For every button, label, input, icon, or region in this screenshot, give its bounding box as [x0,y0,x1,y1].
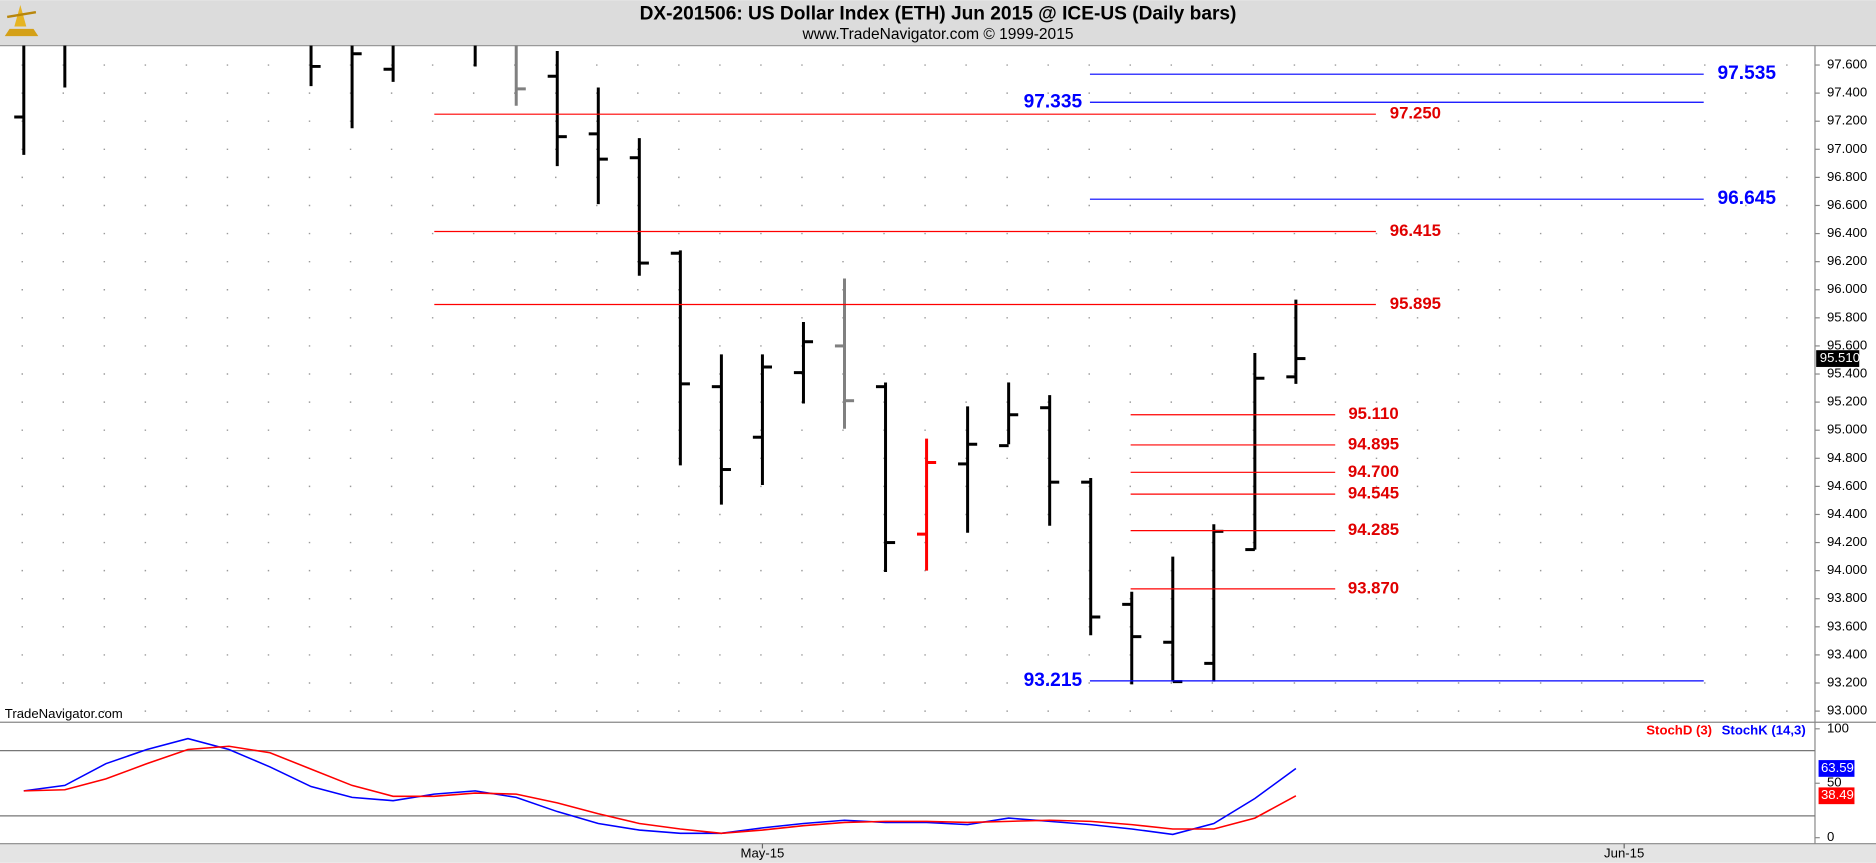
legend-entry: StochK (14,3) [1722,723,1806,738]
level-label: 94.700 [1348,462,1399,481]
y-tick-label: 95.800 [1827,309,1867,324]
y-tick-label: 96.800 [1827,169,1867,184]
date-axis-background [0,843,1876,863]
x-tick-label: May-15 [740,845,784,860]
level-label: 97.535 [1718,63,1777,84]
y-tick-label: 95.000 [1827,422,1867,437]
y-tick-label: 95.600 [1827,337,1867,352]
y-tick-label: 94.000 [1827,562,1867,577]
y-tick-label: 93.400 [1827,646,1867,661]
y-tick-label: 94.400 [1827,506,1867,521]
level-label: 97.335 [1024,91,1083,112]
y-tick-label: 0 [1827,829,1834,844]
level-label: 94.545 [1348,484,1399,503]
y-tick-label: 50 [1827,775,1842,790]
level-label: 96.415 [1390,221,1441,240]
last-price-box [1816,350,1860,367]
y-tick-label: 97.400 [1827,85,1867,100]
x-tick-label: Jun-15 [1604,845,1644,860]
y-tick-label: 94.600 [1827,478,1867,493]
stoch-plot [0,737,1815,836]
level-label: 93.870 [1348,578,1399,597]
chart-subtitle: www.TradeNavigator.com © 1999-2015 [802,26,1074,43]
value-box [1818,787,1855,805]
y-tick-label: 93.800 [1827,590,1867,605]
overlay: 93.000 93.200 93.400 93.600 93.800 94.000 94.2… [434,57,1867,860]
value-box [1818,760,1855,777]
y-tick-label: 95.200 [1827,394,1867,409]
y-tick-label: 93.200 [1827,674,1867,689]
y-tick-label: 96.200 [1827,253,1867,268]
y-tick-label: 94.200 [1827,534,1867,549]
legend-entry: StochD (3) [1646,723,1712,738]
chart-title: DX-201506: US Dollar Index (ETH) Jun 201… [640,4,1237,25]
value-box-label: 38.49 [1821,787,1854,802]
y-tick-label: 95.400 [1827,365,1867,380]
value-box-label: 63.59 [1821,760,1854,775]
level-label: 95.895 [1390,294,1441,313]
logo [4,4,39,37]
level-label: 94.895 [1348,434,1399,453]
level-label: 95.110 [1348,404,1398,423]
y-tick-label: 97.600 [1827,57,1867,72]
stoch-line [23,745,1297,835]
stoch-line [23,737,1297,836]
y-tick-label: 96.000 [1827,281,1867,296]
y-tick-label: 93.600 [1827,618,1867,633]
level-label: 94.285 [1348,520,1399,539]
y-tick-label: 100 [1827,720,1849,735]
price-plot [14,45,1815,712]
y-tick-label: 93.000 [1827,703,1867,718]
y-tick-label: 96.400 [1827,225,1867,240]
level-label: 96.645 [1718,188,1777,209]
last-price-label: 95.510 [1820,350,1860,365]
header-background [0,0,1876,46]
watermark: TradeNavigator.com [5,706,123,721]
y-tick-label: 97.200 [1827,113,1867,128]
y-tick-label: 97.000 [1827,141,1867,156]
y-tick-label: 94.800 [1827,450,1867,465]
y-tick-label: 96.600 [1827,197,1867,212]
level-label: 97.250 [1390,104,1441,123]
level-label: 93.215 [1024,670,1083,691]
